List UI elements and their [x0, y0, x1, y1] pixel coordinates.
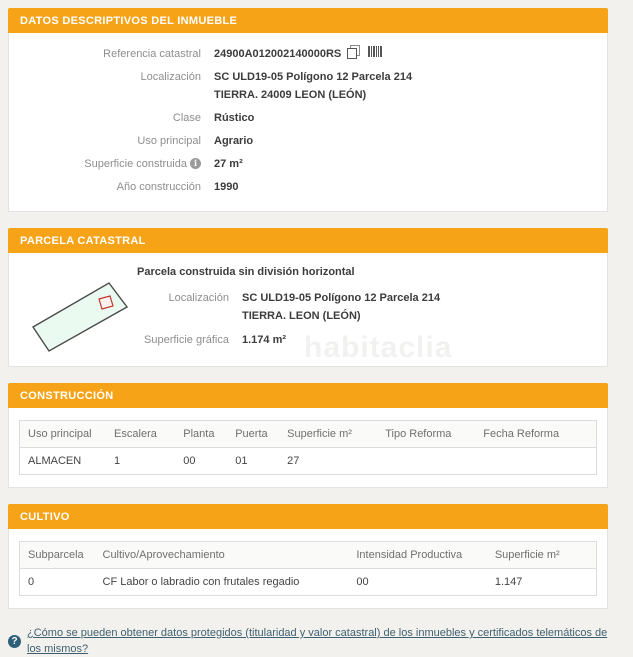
section-datos-inmueble: DATOS DESCRIPTIVOS DEL INMUEBLE Referenc… — [8, 8, 608, 212]
superficie-construida-label-text: Superficie construida — [84, 158, 187, 170]
question-icon: ? — [8, 634, 21, 648]
localizacion-line-1: SC ULD19-05 Polígono 12 Parcela 214 — [214, 71, 413, 83]
cell-subparcela: 0 — [19, 568, 95, 596]
construccion-body: Uso principal Escalera Planta Puerta Sup… — [8, 408, 608, 488]
parcela-catastral-body: habitaclia Parcela construida sin divisi… — [8, 253, 608, 367]
construccion-header-row: Uso principal Escalera Planta Puerta Sup… — [19, 420, 597, 448]
referencia-catastral-label: Referencia catastral — [103, 48, 201, 60]
anio-construccion-label: Año construcción — [116, 181, 201, 193]
localizacion-label: Localización — [140, 71, 201, 83]
superficie-construida-value: 27 m² — [214, 158, 243, 170]
col-cultivo-aprovechamiento: Cultivo/Aprovechamiento — [94, 541, 349, 569]
col-escalera: Escalera — [106, 420, 176, 448]
parcela-intro-text: Parcela construida sin división horizont… — [137, 266, 355, 278]
col-fecha-reforma: Fecha Reforma — [475, 420, 597, 448]
datos-inmueble-body: Referencia catastral 24900A012002140000R… — [8, 33, 608, 212]
cell-fecha-reforma — [475, 447, 597, 475]
section-cultivo: CULTIVO Subparcela Cultivo/Aprovechamien… — [8, 504, 608, 609]
cell-superficie: 27 — [279, 447, 378, 475]
section-title-cultivo: CULTIVO — [8, 504, 608, 529]
cultivo-body: Subparcela Cultivo/Aprovechamiento Inten… — [8, 529, 608, 609]
info-icon[interactable]: i — [190, 158, 201, 169]
parcela-localizacion-value: SC ULD19-05 Polígono 12 Parcela 214 TIER… — [242, 289, 440, 325]
cultivo-header-row: Subparcela Cultivo/Aprovechamiento Inten… — [19, 541, 597, 569]
construccion-table: Uso principal Escalera Planta Puerta Sup… — [19, 420, 597, 475]
parcel-sketch-container — [9, 263, 137, 354]
row-parcela-localizacion: Localización SC ULD19-05 Polígono 12 Par… — [137, 289, 607, 325]
anio-construccion-value: 1990 — [214, 181, 239, 193]
row-localizacion: Localización SC ULD19-05 Polígono 12 Par… — [9, 68, 607, 104]
col-uso-principal: Uso principal — [19, 420, 107, 448]
cell-cultivo-aprovechamiento: CF Labor o labradio con frutales regadio — [94, 568, 349, 596]
cell-intensidad-productiva: 00 — [348, 568, 487, 596]
row-anio-construccion: Año construcción 1990 — [9, 178, 607, 196]
referencia-catastral-value-group: 24900A012002140000RS — [214, 45, 383, 63]
row-clase: Clase Rústico — [9, 109, 607, 127]
row-superficie-construida: Superficie construida i 27 m² — [9, 155, 607, 173]
superficie-construida-label: Superficie construida i — [9, 155, 214, 173]
cell-uso-principal: ALMACEN — [19, 447, 107, 475]
localizacion-value: SC ULD19-05 Polígono 12 Parcela 214 TIER… — [214, 68, 412, 104]
section-title-datos-inmueble: DATOS DESCRIPTIVOS DEL INMUEBLE — [8, 8, 608, 33]
row-referencia-catastral: Referencia catastral 24900A012002140000R… — [9, 45, 607, 63]
col-superficie-m2: Superficie m² — [486, 541, 597, 569]
parcela-localizacion-line-2: TIERRA. LEON (LEÓN) — [242, 310, 361, 322]
col-subparcela: Subparcela — [19, 541, 95, 569]
superficie-grafica-label: Superficie gráfica — [144, 334, 229, 346]
localizacion-line-2: TIERRA. 24009 LEON (LEÓN) — [214, 89, 367, 101]
col-planta: Planta — [175, 420, 228, 448]
cell-escalera: 1 — [106, 447, 176, 475]
col-superficie: Superficie m² — [279, 420, 378, 448]
clase-label: Clase — [172, 112, 201, 124]
section-title-construccion: CONSTRUCCIÓN — [8, 383, 608, 408]
row-uso-principal: Uso principal Agrario — [9, 132, 607, 150]
parcela-localizacion-label: Localización — [168, 292, 229, 304]
barcode-icon[interactable] — [368, 45, 383, 59]
cultivo-table: Subparcela Cultivo/Aprovechamiento Inten… — [19, 541, 597, 596]
cell-superficie-m2: 1.147 — [486, 568, 597, 596]
col-intensidad-productiva: Intensidad Productiva — [348, 541, 487, 569]
superficie-grafica-value: 1.174 m² — [242, 334, 287, 346]
row-superficie-grafica: Superficie gráfica 1.174 m² — [137, 331, 607, 349]
clase-value: Rústico — [214, 112, 255, 124]
copy-icon[interactable] — [347, 45, 361, 59]
cultivo-data-row: 0 CF Labor o labradio con frutales regad… — [19, 568, 597, 596]
cell-puerta: 01 — [227, 447, 280, 475]
section-title-parcela-catastral: PARCELA CATASTRAL — [8, 228, 608, 253]
cell-planta: 00 — [175, 447, 228, 475]
parcel-sketch[interactable] — [31, 277, 135, 353]
cell-tipo-reforma — [377, 447, 476, 475]
construccion-data-row: ALMACEN 1 00 01 27 — [19, 447, 597, 475]
uso-principal-label: Uso principal — [137, 135, 201, 147]
referencia-catastral-value: 24900A012002140000RS — [214, 48, 342, 60]
footer-help-row: ? ¿Cómo se pueden obtener datos protegid… — [8, 625, 608, 657]
col-tipo-reforma: Tipo Reforma — [377, 420, 476, 448]
section-parcela-catastral: PARCELA CATASTRAL habitaclia Parcela con… — [8, 228, 608, 367]
uso-principal-value: Agrario — [214, 135, 254, 147]
parcela-localizacion-line-1: SC ULD19-05 Polígono 12 Parcela 214 — [242, 292, 441, 304]
datos-protegidos-link[interactable]: ¿Cómo se pueden obtener datos protegidos… — [27, 627, 608, 655]
section-construccion: CONSTRUCCIÓN Uso principal Escalera Plan… — [8, 383, 608, 488]
col-puerta: Puerta — [227, 420, 280, 448]
